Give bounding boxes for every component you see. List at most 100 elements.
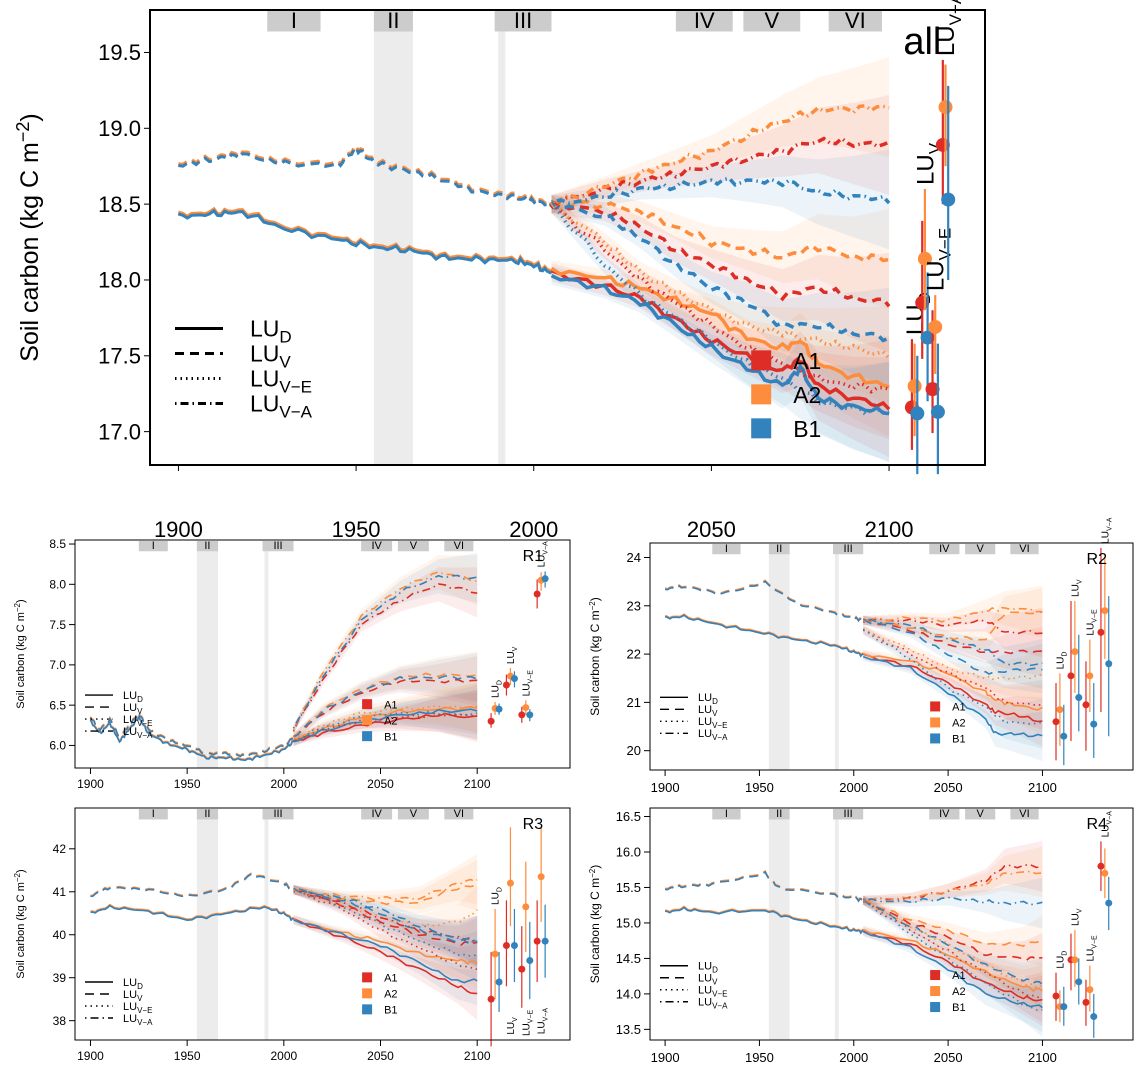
volcanic-shade-1 (196, 550, 219, 768)
legend-line-label: LUD (698, 961, 718, 975)
median-point-b1 (541, 575, 549, 583)
projection-line-luve-a2 (293, 705, 478, 739)
median-point-a1 (1052, 718, 1060, 726)
period-band-IV (929, 544, 960, 555)
panel-title: R1 (523, 548, 544, 565)
period-band-II (196, 809, 219, 820)
period-band-V (397, 809, 429, 820)
period-band-I (138, 541, 168, 552)
median-point-a1 (502, 941, 510, 949)
historical-line-lud-b1 (664, 614, 864, 658)
y-tick-label: 18.5 (98, 192, 141, 217)
median-point-a1 (1097, 862, 1105, 870)
median-point-a1 (518, 711, 526, 719)
panel-r1: I II III IV V VILUDLUVLUV−ELUV−AR16.06.57.07.… (13, 537, 571, 791)
median-point-a2 (491, 950, 499, 958)
period-band-V (397, 541, 429, 552)
median-point-a2 (1101, 869, 1109, 877)
projection-line-luv-b1 (293, 888, 478, 944)
median-point-a1 (1067, 672, 1075, 680)
volcanic-shade-2 (834, 553, 839, 770)
legend-scenarios: A1 A2 B1 (751, 348, 821, 442)
y-tick-label: 39 (53, 971, 67, 985)
period-label-V: V (977, 543, 985, 555)
historical-line-lud-a2 (177, 206, 553, 273)
period-label-V: V (410, 808, 418, 820)
y-tick-label: 21 (627, 695, 641, 710)
uncertainty-band-lud-a2 (293, 682, 478, 744)
uncertainty-band-luva-a2 (293, 555, 478, 734)
projection-line-lud-a1 (293, 918, 478, 995)
y-tick-label: 24 (627, 550, 641, 565)
median-point-a1 (925, 382, 940, 397)
legend-line-label: LUV (123, 989, 143, 1003)
volcanic-shade-1 (768, 553, 790, 770)
legend-swatch-a1 (751, 350, 772, 371)
x-tick-label: 2050 (367, 777, 394, 791)
projection-line-luve-b1 (293, 888, 478, 958)
uncertainty-band-luva-a1 (863, 840, 1043, 905)
x-tick-label: 2100 (1028, 780, 1057, 795)
historical-line-lud-b1 (89, 715, 294, 762)
projection-line-luv-a2 (863, 611, 1043, 641)
period-band-V (743, 11, 801, 32)
x-tick-label: 1900 (154, 517, 203, 542)
uncertainty-band-luve-a2 (863, 895, 1043, 1013)
projection-line-luve-b1 (862, 899, 1043, 1011)
median-point-b1 (1060, 732, 1068, 740)
y-tick-label: 14.5 (616, 951, 641, 966)
legend-swatch-b1 (751, 418, 772, 439)
legend-line-label: LUV−A (123, 1013, 153, 1027)
x-tick-label: 1950 (745, 1050, 774, 1065)
y-tick-label: 17.0 (98, 419, 141, 444)
legend-label-b1: B1 (793, 416, 821, 442)
bar-group-label: LUD (491, 680, 504, 698)
y-tick-label: 16.5 (616, 809, 641, 824)
period-band-III (262, 541, 294, 552)
historical-line-luv-b1 (90, 873, 295, 898)
period-band-I (138, 809, 168, 820)
panel-title: R4 (1087, 816, 1108, 833)
bar-group-label: LUV (506, 646, 519, 664)
plot-frame (649, 807, 1134, 1041)
y-tick-label: 18.0 (98, 268, 141, 293)
legend-label-a1: A1 (952, 702, 965, 714)
median-point-a1 (487, 717, 495, 725)
x-tick-label: 2100 (1028, 1050, 1057, 1065)
y-axis-label: Soil carbon (kg C m−2) (13, 599, 27, 708)
y-tick-label: 6.5 (49, 698, 66, 712)
period-label-I: I (152, 808, 155, 820)
legend-label-b1: B1 (384, 731, 397, 743)
volcanic-shade-2 (834, 818, 839, 1040)
volcanic-shade-2 (498, 30, 506, 465)
x-tick-label: 2100 (464, 1049, 491, 1063)
bar-group-label: LUV−A (537, 1008, 550, 1035)
panel-title: all (903, 21, 941, 63)
projection-line-luve-a2 (293, 887, 478, 928)
median-point-b1 (1075, 978, 1083, 986)
y-tick-label: 7.0 (49, 658, 66, 672)
period-label-IV: IV (371, 808, 382, 820)
period-band-I (712, 809, 741, 820)
x-tick-label: 1900 (77, 1049, 104, 1063)
historical-line-luv-a2 (89, 710, 294, 757)
volcanic-shade-2 (264, 818, 269, 1040)
median-point-b1 (526, 957, 534, 965)
legend-scenarios: A1 A2 B1 (930, 701, 966, 746)
legend-label-b1: B1 (384, 1005, 397, 1017)
period-band-I (712, 544, 741, 555)
uncertainty-band-luva-b1 (863, 877, 1043, 929)
bar-group-label: LUD (1055, 652, 1068, 670)
projection-line-luv-b1 (550, 201, 890, 343)
y-tick-label: 15.0 (616, 915, 641, 930)
legend-swatch-a2 (362, 988, 373, 999)
median-point-a2 (928, 319, 943, 334)
median-point-a1 (1082, 701, 1090, 709)
plot-frame (149, 9, 986, 466)
legend-swatch-b1 (362, 731, 373, 742)
period-label-II: II (204, 540, 210, 552)
median-point-b1 (510, 941, 518, 949)
legend-label-a1: A1 (384, 699, 397, 711)
